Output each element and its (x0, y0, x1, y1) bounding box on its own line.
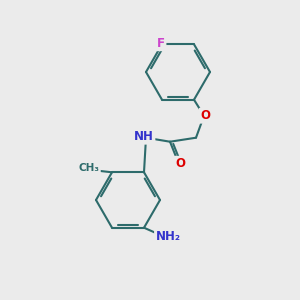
Text: CH₃: CH₃ (79, 163, 100, 173)
Text: F: F (157, 37, 165, 50)
Text: O: O (175, 157, 185, 170)
Text: NH₂: NH₂ (155, 230, 181, 243)
Text: NH: NH (134, 130, 154, 143)
Text: O: O (200, 109, 210, 122)
